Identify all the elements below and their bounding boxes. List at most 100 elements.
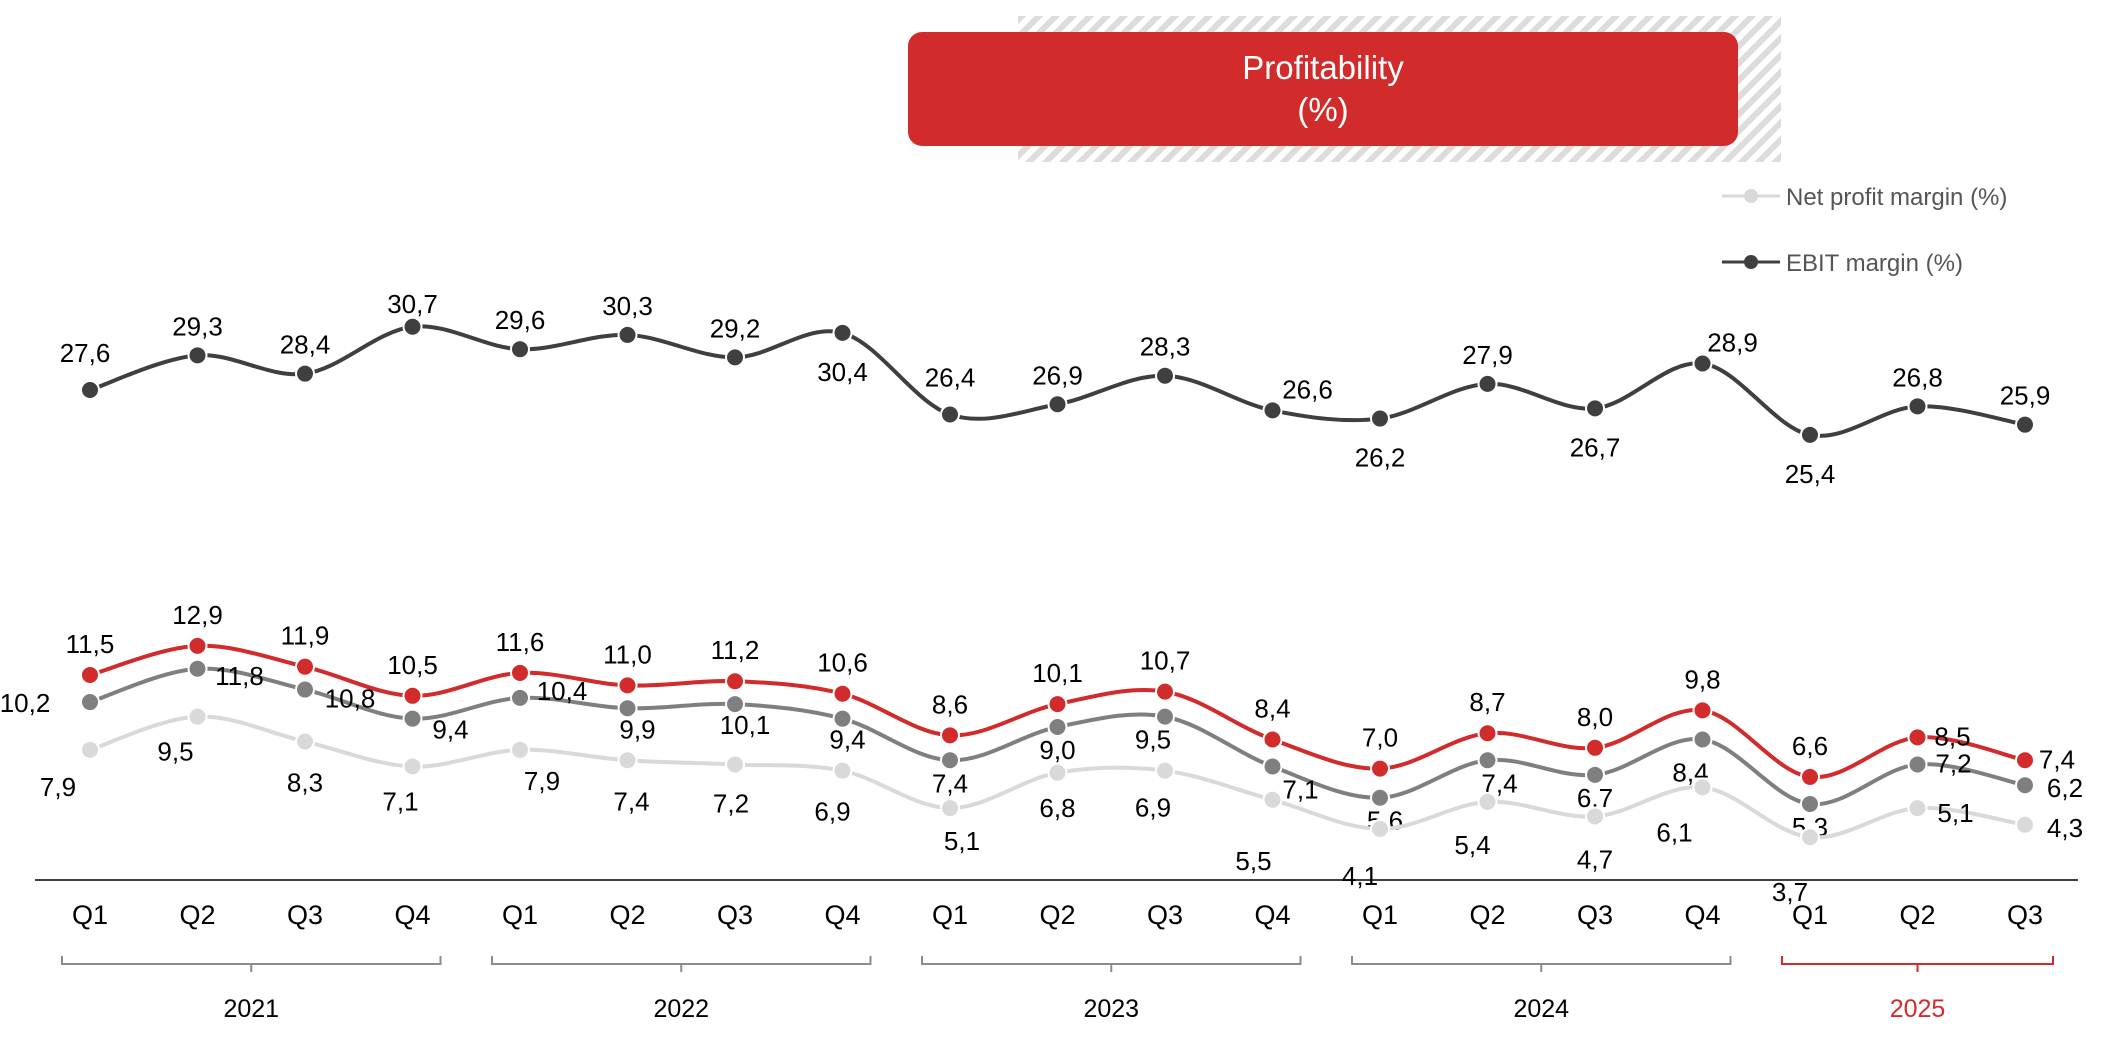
series-3-label-9: 6,8 — [1039, 793, 1075, 823]
series-1-label-15: 9,8 — [1684, 664, 1720, 694]
series-0-point-0 — [80, 380, 100, 400]
x-tick-label-4: Q1 — [502, 900, 538, 930]
series-0-point-2 — [295, 363, 315, 384]
series-0-point-4 — [510, 339, 530, 360]
series-0-label-15: 28,9 — [1707, 327, 1758, 357]
series-3-point-5 — [617, 750, 638, 771]
x-tick-label-0: Q1 — [72, 900, 108, 930]
series-2-label-1: 11,8 — [215, 661, 264, 691]
series-3-point-10 — [1155, 760, 1175, 781]
year-bracket-2024 — [1351, 956, 1732, 972]
series-2-point-4 — [510, 687, 530, 708]
series-0-point-7 — [832, 322, 853, 343]
series-2-label-17: 7,2 — [1935, 748, 1971, 778]
series-3-label-17: 5,1 — [1937, 798, 1973, 828]
series-3-point-1 — [187, 706, 208, 727]
series-2-point-9 — [1047, 717, 1068, 737]
series-2-point-18 — [2015, 775, 2035, 796]
series-2-label-7: 9,4 — [829, 725, 865, 755]
x-tick-label-16: Q1 — [1792, 900, 1828, 930]
series-2-point-14 — [1585, 764, 1605, 785]
series-3-label-4: 7,9 — [524, 766, 560, 796]
series-3-label-7: 6,9 — [814, 797, 850, 827]
series-3-label-13: 5,4 — [1454, 830, 1490, 860]
series-0-point-5 — [617, 324, 638, 345]
series-1-label-7: 10,6 — [817, 648, 868, 678]
series-3-label-6: 7,2 — [713, 788, 749, 818]
series-0-label-0: 27,6 — [60, 338, 111, 368]
x-tick-label-3: Q4 — [394, 900, 430, 930]
series-3-point-6 — [725, 754, 745, 775]
series-0-label-3: 30,7 — [387, 289, 438, 319]
series-2-label-9: 9,0 — [1039, 735, 1075, 765]
series-0-point-13 — [1477, 373, 1498, 394]
series-2-label-10: 9,5 — [1135, 725, 1171, 755]
series-3-label-11: 5,5 — [1235, 846, 1271, 876]
series-0-label-14: 26,7 — [1570, 432, 1621, 462]
series-0-point-17 — [1907, 396, 1928, 417]
series-0-label-2: 28,4 — [280, 330, 331, 360]
series-3-label-10: 6,9 — [1135, 793, 1171, 823]
series-1-point-4 — [510, 662, 530, 683]
series-1-point-5 — [617, 675, 638, 696]
series-3-point-9 — [1047, 762, 1068, 783]
x-tick-label-5: Q2 — [609, 900, 645, 930]
series-3-point-3 — [402, 756, 423, 777]
series-1-label-10: 10,7 — [1140, 646, 1191, 676]
series-2-point-0 — [80, 692, 100, 713]
series-1-label-13: 8,7 — [1469, 687, 1505, 717]
x-tick-label-10: Q3 — [1147, 900, 1183, 930]
series-1-point-13 — [1477, 723, 1498, 744]
series-1-label-9: 10,1 — [1032, 658, 1083, 688]
x-tick-label-17: Q2 — [1899, 900, 1935, 930]
legend-label-1: EBIT margin (%) — [1786, 250, 1963, 277]
series-3-point-11 — [1262, 789, 1283, 810]
chart-subtitle: (%) — [1297, 91, 1349, 128]
series-1-point-0 — [80, 665, 100, 685]
series-3-label-3: 7,1 — [382, 787, 418, 817]
x-tick-label-11: Q4 — [1254, 900, 1290, 930]
series-3-point-18 — [2015, 814, 2035, 835]
series-0-point-16 — [1800, 424, 1820, 445]
series-1-point-12 — [1370, 758, 1390, 779]
series-3-point-7 — [832, 760, 853, 781]
series-3-point-13 — [1477, 791, 1498, 812]
x-tick-label-2: Q3 — [287, 900, 323, 930]
series-2-label-5: 9,9 — [619, 714, 655, 744]
series-2-label-11: 7,1 — [1282, 775, 1318, 805]
x-tick-label-14: Q3 — [1577, 900, 1613, 930]
year-bracket-2022 — [491, 956, 872, 972]
series-2-point-17 — [1907, 754, 1928, 775]
year-bracket-2021 — [61, 956, 442, 972]
series-0-point-11 — [1262, 400, 1283, 421]
series-3-point-8 — [940, 798, 960, 819]
series-2-point-15 — [1692, 729, 1713, 750]
series-1-point-11 — [1262, 729, 1283, 750]
series-1-label-17: 8,5 — [1934, 721, 1970, 751]
year-label-2021: 2021 — [223, 995, 279, 1023]
series-0-point-15 — [1692, 353, 1713, 374]
series-0-point-10 — [1155, 365, 1175, 386]
series-1-point-14 — [1585, 737, 1605, 758]
series-2-point-7 — [832, 708, 853, 729]
series-0-label-10: 28,3 — [1140, 332, 1191, 362]
series-2-point-13 — [1477, 750, 1498, 771]
series-2-point-8 — [940, 750, 960, 771]
series-2-label-2: 10,8 — [325, 684, 376, 714]
series-1-label-11: 8,4 — [1254, 693, 1290, 723]
series-3-label-8: 5,1 — [944, 826, 980, 856]
series-1-point-18 — [2015, 750, 2035, 771]
series-1-point-9 — [1047, 694, 1068, 715]
series-2-point-1 — [187, 658, 208, 679]
series-0-point-12 — [1370, 408, 1390, 429]
series-1-label-5: 11,0 — [603, 639, 652, 669]
series-0-label-5: 30,3 — [602, 291, 653, 321]
series-0-point-1 — [187, 345, 208, 366]
series-3-point-16 — [1800, 827, 1820, 848]
series-2-label-8: 7,4 — [932, 768, 968, 798]
series-1-point-16 — [1800, 766, 1820, 787]
x-tick-label-1: Q2 — [179, 900, 215, 930]
series-1-point-7 — [832, 683, 853, 704]
chart-title: Profitability — [1242, 49, 1404, 86]
legend-marker-0 — [1744, 189, 1758, 203]
